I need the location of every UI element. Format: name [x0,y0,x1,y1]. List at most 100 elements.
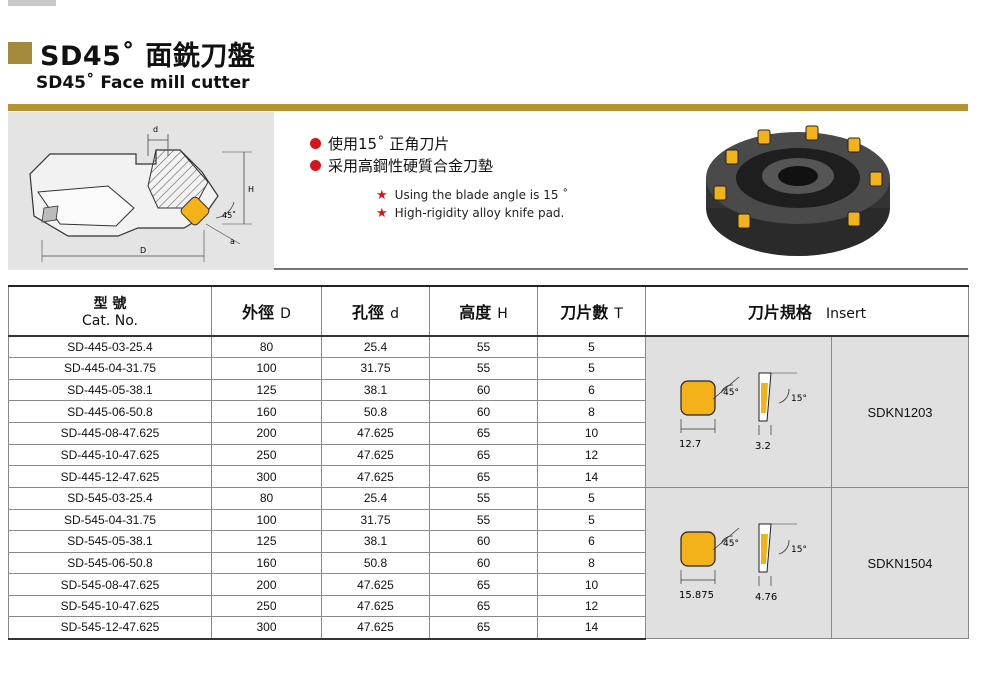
insert-width-label: 12.7 [679,439,701,450]
insert-drawing-cell: 45° 15.875 15° 4.76 [645,487,832,639]
note-text: High-rigidity alloy knife pad. [394,206,565,220]
cell-teeth: 5 [537,487,646,510]
insert-drawing: 45° 12.7 15° 3.2 [679,372,806,452]
cell-cat-no: SD-545-08-47.625 [8,573,212,596]
cell-outer-diameter: 160 [211,400,322,424]
cell-cat-no: SD-545-12-47.625 [8,616,212,640]
page-title: SD45˚ 面銑刀盤 [40,40,256,72]
feature-text: 采用高鋼性硬質合金刀墊 [328,156,494,175]
insert-code-cell: SDKN1504 [830,487,970,639]
cutter-photo-drawing [706,125,890,256]
star-icon: ★ [376,187,388,203]
note-item: ★ Using the blade angle is 15 ˚ [376,186,568,204]
cell-bore: 31.75 [321,508,430,532]
dim-label-angle: 45˚ [222,210,236,220]
cell-bore: 47.625 [321,616,430,640]
cell-outer-diameter: 100 [211,357,322,380]
cell-outer-diameter: 100 [211,508,322,532]
cell-height: 65 [429,573,538,596]
insert-drawing: 45° 15.875 15° 4.76 [679,523,807,603]
spec-table: 型 號 Cat. No. 外徑 D 孔徑 d 高度 H 刀片數 T 刀片規格 Insert… [8,285,970,640]
cell-teeth: 10 [537,573,646,596]
cell-bore: 38.1 [321,378,430,402]
cell-bore: 25.4 [321,487,430,510]
cell-outer-diameter: 300 [211,465,322,488]
cell-cat-no: SD-445-12-47.625 [8,465,212,488]
cell-cat-no: SD-445-10-47.625 [8,443,212,467]
cell-height: 65 [429,616,538,640]
note-text: Using the blade angle is 15 ˚ [394,188,569,202]
cell-outer-diameter: 250 [211,443,322,467]
cell-cat-no: SD-545-03-25.4 [8,487,212,510]
cutter-section-drawing: d H D 45˚ a [29,125,254,262]
col-header-teeth: 刀片數 T [537,285,646,337]
cell-bore: 47.625 [321,465,430,488]
table-header-row: 型 號 Cat. No. 外徑 D 孔徑 d 高度 H 刀片數 T 刀片規格 Insert [8,285,970,337]
cell-height: 60 [429,551,538,575]
table-row: SD-545-12-47.625 300 47.625 65 14 [8,616,969,640]
cell-cat-no: SD-545-06-50.8 [8,551,212,575]
insert-angle-label: 45° [723,539,739,549]
cell-bore: 38.1 [321,530,430,553]
table-row: SD-445-10-47.625 250 47.625 65 12 [8,443,969,467]
cell-bore: 47.625 [321,443,430,467]
cell-teeth: 5 [537,357,646,380]
insert-top-view [679,380,716,416]
header-tab-stub [8,0,56,6]
star-icon: ★ [376,205,388,221]
cell-cat-no: SD-445-06-50.8 [8,400,212,424]
cell-outer-diameter: 200 [211,422,322,445]
cell-cat-no: SD-545-04-31.75 [8,508,212,532]
cell-cat-no: SD-445-03-25.4 [8,335,212,359]
cell-height: 60 [429,378,538,402]
cell-outer-diameter: 250 [211,594,322,618]
cell-outer-diameter: 160 [211,551,322,575]
cell-cat-no: SD-445-04-31.75 [8,357,212,380]
page-title-row: SD45˚ 面銑刀盤 [8,36,256,72]
cell-teeth: 12 [537,443,646,467]
insert-code-cell: SDKN1203 [830,335,970,488]
insert-top-view [679,531,716,567]
cell-height: 55 [429,508,538,532]
cell-height: 65 [429,465,538,488]
english-notes: ★ Using the blade angle is 15 ˚ ★ High-r… [376,186,568,222]
cell-height: 55 [429,487,538,510]
cell-teeth: 12 [537,594,646,618]
feature-text: 使用15˚ 正角刀片 [328,134,450,153]
table-row: SD-545-06-50.8 160 50.8 60 8 [8,551,969,575]
cutter-product-photo [698,116,898,266]
table-row: SD-445-12-47.625 300 47.625 65 14 [8,465,969,488]
feature-item: 使用15˚ 正角刀片 [310,132,493,154]
dim-label-d: d [153,125,158,134]
feature-list: 使用15˚ 正角刀片 采用高鋼性硬質合金刀墊 [310,132,493,176]
cell-outer-diameter: 80 [211,487,322,510]
insert-width-label: 15.875 [679,590,714,601]
cell-outer-diameter: 125 [211,378,322,402]
feature-item: 采用高鋼性硬質合金刀墊 [310,154,493,176]
gold-divider-bar [8,104,968,111]
cell-teeth: 14 [537,465,646,488]
cell-teeth: 5 [537,335,646,359]
red-bullet-icon [310,137,321,149]
cell-teeth: 8 [537,400,646,424]
dim-label-D: D [140,246,146,255]
cell-bore: 31.75 [321,357,430,380]
cell-bore: 25.4 [321,335,430,359]
cell-outer-diameter: 300 [211,616,322,640]
table-row: SD-545-03-25.4 80 25.4 55 5 45° 15.875 15° 4.76 S… [8,487,970,639]
col-header-bore: 孔徑 d [321,285,430,337]
table-row: SD-545-08-47.625 200 47.625 65 10 [8,573,969,596]
cell-cat-no: SD-445-08-47.625 [8,422,212,445]
insert-rake-label: 15° [791,545,807,555]
cell-bore: 50.8 [321,551,430,575]
cell-bore: 47.625 [321,422,430,445]
cell-height: 65 [429,594,538,618]
dim-label-H: H [248,185,254,194]
cell-teeth: 6 [537,378,646,402]
cutter-section-diagram: d H D 45˚ a [8,112,274,270]
col-header-outer-diameter: 外徑 D [211,285,322,337]
insert-thickness-label: 4.76 [755,592,777,603]
red-bullet-icon [310,159,321,171]
cell-bore: 47.625 [321,594,430,618]
table-row: SD-445-08-47.625 200 47.625 65 10 [8,422,969,445]
